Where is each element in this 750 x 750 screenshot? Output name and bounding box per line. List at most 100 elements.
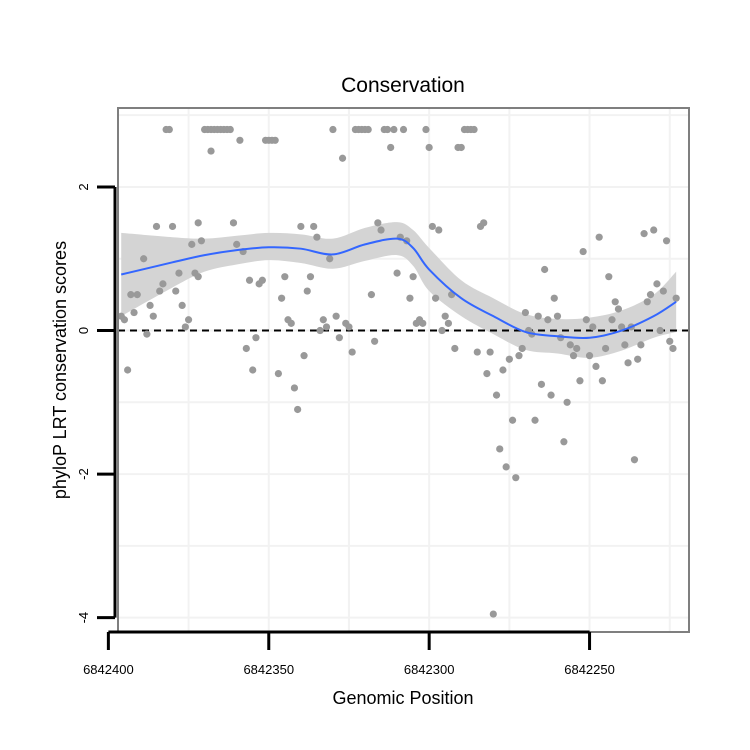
data-point [624,359,632,367]
data-point [374,219,382,227]
data-point [326,255,334,263]
data-point [172,287,180,295]
data-point [653,280,661,288]
data-point [640,230,648,238]
x-tick-label: 6842350 [243,662,294,677]
data-point [444,319,453,327]
data-point [316,326,324,335]
data-point [579,247,587,256]
data-point [473,348,481,356]
data-point [143,330,151,338]
data-point [553,312,562,320]
data-point [303,287,311,295]
data-point [496,445,504,453]
data-point [544,316,552,324]
data-point [630,456,639,464]
data-point [178,301,186,309]
data-point [489,610,497,618]
data-point [650,226,658,234]
data-point [483,369,491,378]
plot-panel [117,107,690,633]
data-point [547,391,555,399]
data-point [371,337,379,345]
y-axis-title: phyloP LRT conservation scores [50,241,70,499]
data-point [152,222,161,231]
data-point [146,301,154,309]
data-point [207,147,215,155]
data-point [457,143,465,152]
y-axis: 2 0 -2 -4 [76,183,117,624]
data-point [409,273,417,281]
data-point [252,334,260,342]
data-point [669,344,677,353]
data-point [387,143,395,152]
data-point [573,344,581,353]
data-point [130,308,138,317]
data-point [242,344,250,353]
data-point [598,377,606,385]
data-point [537,380,546,388]
data-point [518,344,526,353]
data-point [505,355,513,363]
data-point [383,125,392,134]
data-point [168,222,177,231]
data-point [541,265,549,274]
data-point [120,316,129,324]
data-point [515,352,523,360]
data-point [672,294,680,302]
data-point [306,273,315,281]
data-point [271,136,279,144]
data-point [249,366,257,374]
data-point [332,312,340,320]
data-point [585,352,594,360]
data-point [165,125,173,134]
data-point [335,334,343,342]
data-point [605,273,613,281]
data-point [634,355,642,363]
y-tick-label: -4 [76,612,91,624]
data-point [233,240,241,248]
data-point [637,341,645,349]
data-point [364,125,372,134]
data-point [508,416,517,424]
data-point [338,154,347,162]
smooth-line [120,237,677,340]
data-point [431,294,440,302]
data-point [521,308,529,317]
x-tick-label: 6842300 [404,662,455,677]
data-point [502,463,510,471]
data-point [127,291,135,299]
data-point [656,326,664,335]
data-point [480,219,488,227]
data-point [611,298,619,306]
x-tick-label: 6842250 [564,662,615,677]
data-point [422,125,430,134]
data-point [550,294,558,302]
data-point [377,226,385,234]
data-point [188,240,196,248]
data-point [124,366,132,374]
data-point [643,298,651,306]
data-point [184,316,193,324]
data-point [576,377,584,385]
data-point [428,222,436,231]
chart-title: Conservation [341,74,465,97]
data-point [319,316,327,324]
data-point [560,438,568,446]
data-point [659,287,667,295]
panel-background [118,108,689,632]
x-tick-label: 6842400 [83,662,134,677]
y-tick-label: 0 [76,327,91,334]
data-point [582,316,590,324]
confidence-band-area [121,222,677,358]
data-point [348,348,356,356]
data-point [236,136,244,144]
smooth-curve [120,237,677,340]
data-point [310,222,318,231]
data-point [621,341,629,349]
data-point [399,125,408,134]
data-point [133,291,141,299]
y-tick-label: 2 [76,183,91,190]
data-point [329,125,337,134]
data-point [156,287,164,295]
